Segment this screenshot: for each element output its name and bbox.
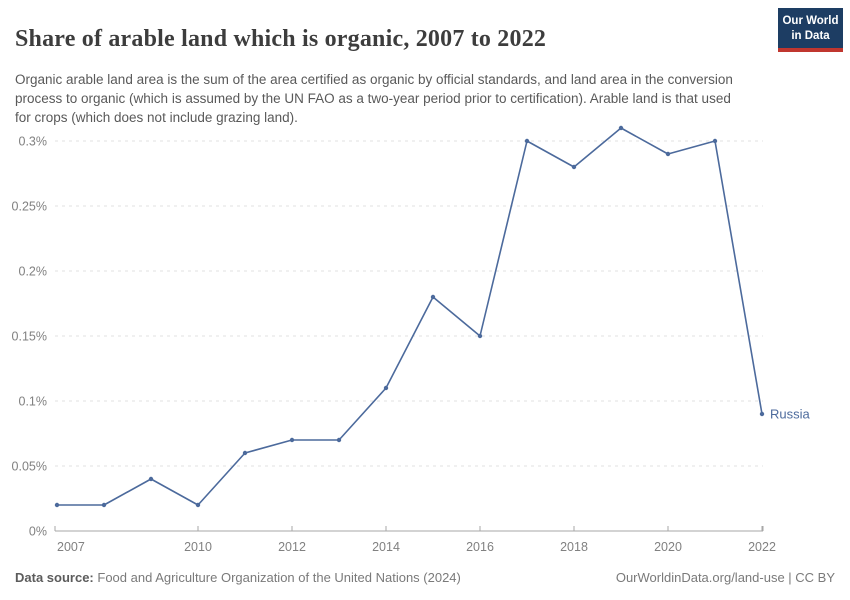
chart-subtitle: Organic arable land area is the sum of t… <box>15 71 733 125</box>
data-point-2016[interactable] <box>477 333 483 339</box>
footer-source: Data source: Food and Agriculture Organi… <box>15 570 461 585</box>
data-point-2010[interactable] <box>195 502 201 508</box>
footer-source-label: Data source: <box>15 570 94 585</box>
page-title: Share of arable land which is organic, 2… <box>15 26 547 53</box>
y-axis-label: 0.3% <box>19 135 48 149</box>
x-axis-label: 2018 <box>560 540 588 554</box>
owid-logo-line1: Our World <box>782 15 839 27</box>
data-point-2009[interactable] <box>148 476 154 482</box>
y-axis-label: 0.25% <box>12 200 47 214</box>
entity-label-russia[interactable]: Russia <box>770 407 811 422</box>
owid-logo[interactable]: Our World in Data <box>778 8 843 52</box>
x-axis-label: 2022 <box>748 540 776 554</box>
data-point-2012[interactable] <box>289 437 295 443</box>
data-point-2020[interactable] <box>665 151 671 157</box>
x-axis-label: 2007 <box>57 540 85 554</box>
data-point-2015[interactable] <box>430 294 436 300</box>
data-point-2018[interactable] <box>571 164 577 170</box>
footer-source-text: Food and Agriculture Organization of the… <box>97 570 461 585</box>
data-point-2022[interactable] <box>759 411 765 417</box>
data-point-2017[interactable] <box>524 138 530 144</box>
y-axis-label: 0.15% <box>12 330 47 344</box>
y-axis-label: 0% <box>29 525 47 539</box>
x-axis-label: 2012 <box>278 540 306 554</box>
data-point-2007[interactable] <box>54 502 60 508</box>
owid-logo-line2: in Data <box>791 29 830 42</box>
y-axis-label: 0.1% <box>19 395 48 409</box>
data-point-2021[interactable] <box>712 138 718 144</box>
y-axis-label: 0.05% <box>12 460 47 474</box>
x-axis-label: 2010 <box>184 540 212 554</box>
x-axis-label: 2016 <box>466 540 494 554</box>
data-point-2019[interactable] <box>618 125 624 131</box>
data-point-2008[interactable] <box>101 502 107 508</box>
x-axis-label: 2014 <box>372 540 400 554</box>
x-axis-label: 2020 <box>654 540 682 554</box>
data-point-2014[interactable] <box>383 385 389 391</box>
footer-credit-link[interactable]: OurWorldinData.org/land-use | CC BY <box>615 570 835 585</box>
trend-line-russia <box>56 127 763 506</box>
y-axis-label: 0.2% <box>19 265 48 279</box>
data-point-2011[interactable] <box>242 450 248 456</box>
data-point-2013[interactable] <box>336 437 342 443</box>
